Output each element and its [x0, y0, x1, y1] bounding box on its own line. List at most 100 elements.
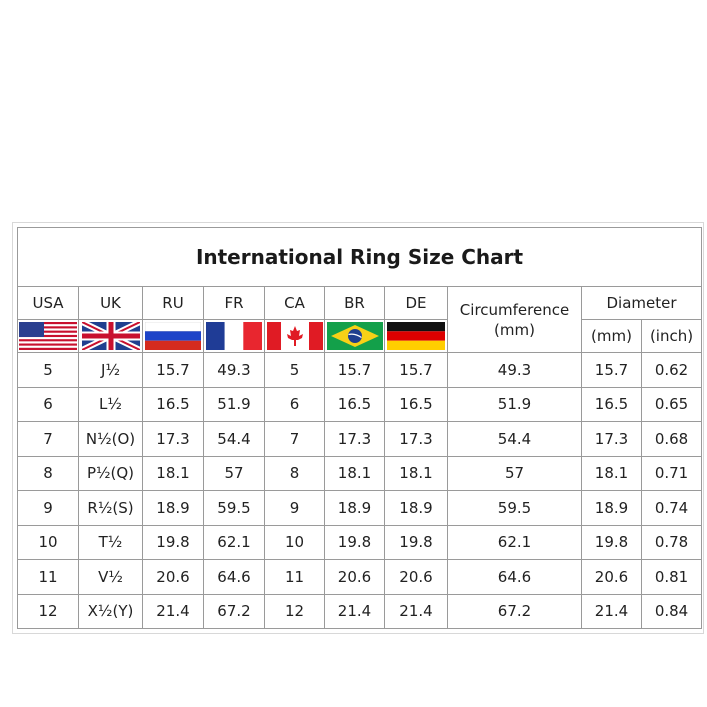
cell: 12 [17, 593, 79, 629]
header: RU [142, 286, 204, 320]
cell: 17.3 [581, 421, 642, 457]
size-row: 7 N½(O) 17.3 54.4 7 17.3 17.3 54.4 17.3 0.68 [17, 421, 703, 457]
cell: 8 [264, 455, 325, 491]
header: CA [264, 286, 325, 320]
cell: 17.3 [384, 421, 448, 457]
cell: 21.4 [581, 593, 642, 629]
cell: 10 [264, 524, 325, 560]
cell: 18.9 [384, 490, 448, 526]
cell: 6 [264, 386, 325, 422]
cell: 18.1 [581, 455, 642, 491]
header: UK [78, 286, 143, 320]
cell: 0.68 [640, 421, 703, 457]
cell: 15.7 [324, 352, 385, 388]
cell: 19.8 [324, 524, 385, 560]
cell: 54.4 [203, 421, 265, 457]
cell: 16.5 [384, 386, 448, 422]
cell: 64.6 [203, 559, 265, 595]
header: USA [17, 286, 79, 320]
cell: 59.5 [447, 490, 582, 526]
size-row: 9 R½(S) 18.9 59.5 9 18.9 18.9 59.5 18.9 0.74 [17, 490, 703, 526]
cell: 18.9 [142, 490, 204, 526]
cell: 0.78 [640, 524, 703, 560]
cell: 62.1 [447, 524, 582, 560]
cell: 15.7 [142, 352, 204, 388]
cell: L½ [78, 386, 143, 422]
cell: 21.4 [142, 593, 204, 629]
flag-brazil [324, 319, 385, 353]
cell: 7 [264, 421, 325, 457]
cell: 5 [17, 352, 79, 388]
flag-germany [384, 319, 448, 353]
flag-usa [17, 319, 79, 353]
cell: 19.8 [581, 524, 642, 560]
flag-russia [142, 319, 204, 353]
cell: J½ [78, 352, 143, 388]
unit-header: (inch) [640, 319, 703, 353]
cell: 49.3 [447, 352, 582, 388]
cell: 49.3 [203, 352, 265, 388]
cell: N½(O) [78, 421, 143, 457]
cell: 0.81 [640, 559, 703, 595]
cell: 9 [264, 490, 325, 526]
cell: 0.65 [640, 386, 703, 422]
size-row: 6 L½ 16.5 51.9 6 16.5 16.5 51.9 16.5 0.65 [17, 386, 703, 422]
cell: 0.84 [640, 593, 703, 629]
cell: 6 [17, 386, 79, 422]
header: Diameter [580, 286, 703, 320]
unit-header: (mm) [581, 319, 642, 353]
size-row: 8 P½(Q) 18.1 57 8 18.1 18.1 57 18.1 0.71 [17, 455, 703, 491]
cell: 21.4 [384, 593, 448, 629]
cell: 18.1 [384, 455, 448, 491]
size-row: 12 X½(Y) 21.4 67.2 12 21.4 21.4 67.2 21.4 0.84 [17, 593, 703, 629]
cell: 12 [264, 593, 325, 629]
flag-canada [264, 319, 325, 353]
header: DE [384, 286, 448, 320]
cell: 17.3 [324, 421, 385, 457]
ring-size-chart: International Ring Size Chart USA UK RU … [12, 222, 704, 634]
cell: 20.6 [384, 559, 448, 595]
cell: R½(S) [78, 490, 143, 526]
cell: 5 [264, 352, 325, 388]
cell: 16.5 [142, 386, 204, 422]
cell: 15.7 [384, 352, 448, 388]
cell: 51.9 [203, 386, 265, 422]
cell: 67.2 [203, 593, 265, 629]
cell: 10 [17, 524, 79, 560]
cell: 8 [17, 455, 79, 491]
cell: X½(Y) [78, 593, 143, 629]
cell: 18.1 [324, 455, 385, 491]
cell: 19.8 [142, 524, 204, 560]
cell: 15.7 [581, 352, 642, 388]
cell: T½ [78, 524, 143, 560]
cell: 20.6 [142, 559, 204, 595]
header: Circumference (mm) [447, 286, 582, 353]
cell: 16.5 [581, 386, 642, 422]
cell: 0.71 [640, 455, 703, 491]
cell: 62.1 [203, 524, 265, 560]
cell: 64.6 [447, 559, 582, 595]
cell: V½ [78, 559, 143, 595]
cell: 21.4 [324, 593, 385, 629]
cell: 57 [203, 455, 265, 491]
header: FR [203, 286, 265, 320]
cell: 7 [17, 421, 79, 457]
cell: 0.74 [640, 490, 703, 526]
size-row: 10 T½ 19.8 62.1 10 19.8 19.8 62.1 19.8 0.78 [17, 524, 703, 560]
cell: 67.2 [447, 593, 582, 629]
cell: 57 [447, 455, 582, 491]
cell: 9 [17, 490, 79, 526]
header: BR [324, 286, 385, 320]
size-table: International Ring Size Chart USA UK RU … [16, 227, 703, 629]
cell: 0.62 [640, 352, 703, 388]
cell: 19.8 [384, 524, 448, 560]
cell: 51.9 [447, 386, 582, 422]
cell: 18.9 [324, 490, 385, 526]
cell: 18.1 [142, 455, 204, 491]
chart-title: International Ring Size Chart [16, 227, 703, 287]
cell: 17.3 [142, 421, 204, 457]
cell: 54.4 [447, 421, 582, 457]
cell: 11 [264, 559, 325, 595]
cell: 20.6 [581, 559, 642, 595]
flag-uk [78, 319, 143, 353]
